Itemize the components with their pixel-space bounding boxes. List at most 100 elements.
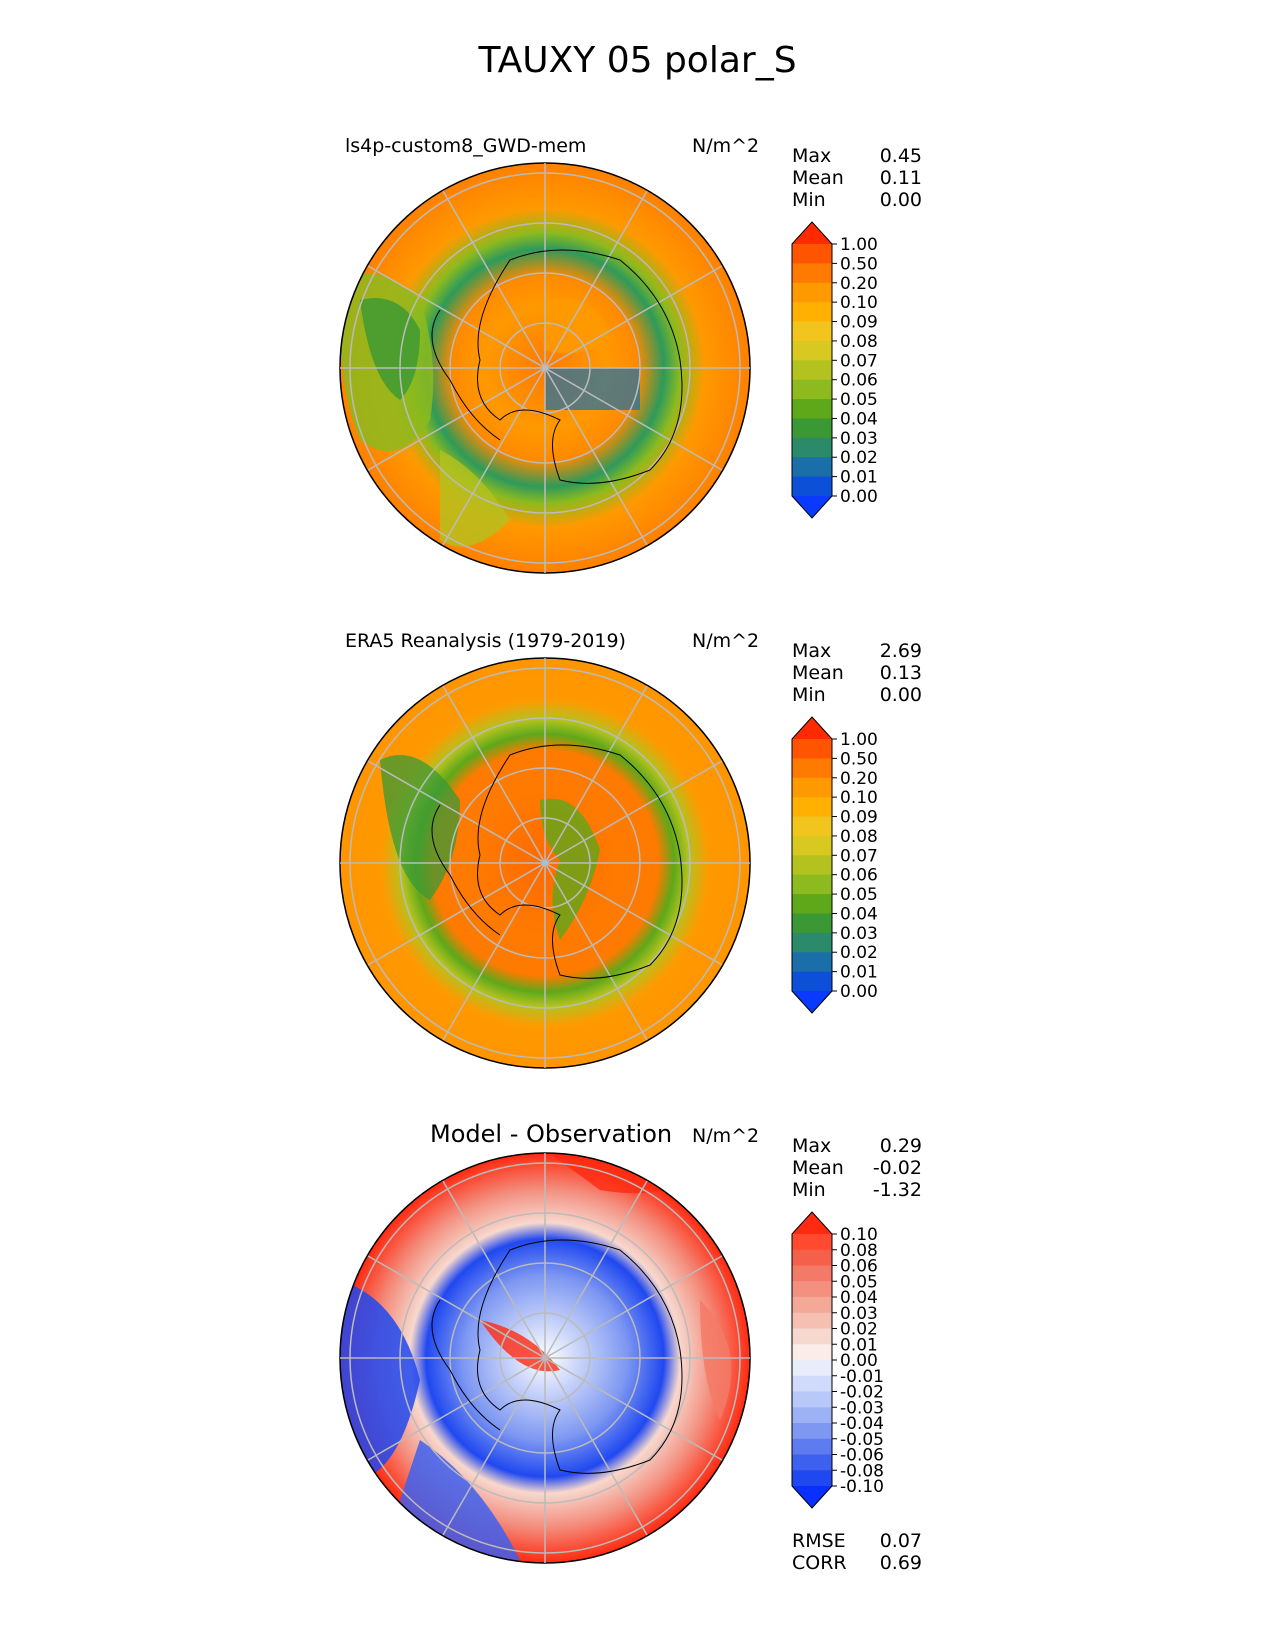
colorbar-segment: [792, 1249, 832, 1266]
colorbar-segment: [792, 1391, 832, 1408]
colorbar-tick-label: 1.00: [840, 730, 878, 750]
colorbar-tick-label: 0.03: [840, 1304, 878, 1324]
colorbar-extend-max: [792, 1212, 832, 1234]
panel-3-stats: Max Mean Min 0.29 -0.02 -1.32: [792, 1135, 922, 1201]
colorbar-tick-label: 0.20: [840, 769, 878, 789]
colorbar-tick-label: 0.05: [840, 1272, 878, 1292]
colorbar-extend-min: [792, 991, 832, 1013]
colorbar-extend-max: [792, 717, 832, 739]
colorbar-tick-label: 0.02: [840, 1320, 878, 1340]
stat-min-label: Min: [792, 684, 826, 706]
colorbar-segment: [792, 476, 832, 497]
colorbar-segment: [792, 1297, 832, 1314]
colorbar-tick-label: 0.50: [840, 254, 878, 274]
colorbar-segment: [792, 399, 832, 419]
colorbar-segment: [792, 932, 832, 953]
colorbar-tick-label: 0.06: [840, 866, 878, 886]
stat-mean-label: Mean: [792, 662, 844, 684]
colorbar-tick-label: 0.05: [840, 390, 878, 410]
colorbar-tick-label: 0.08: [840, 1241, 878, 1261]
colorbar-segment: [792, 1375, 832, 1392]
panel-1-colorbar: 1.000.500.200.100.090.080.070.060.050.04…: [791, 221, 878, 519]
colorbar-tick-label: -0.05: [840, 1430, 884, 1450]
stat-min-label: Min: [792, 1179, 826, 1201]
colorbar-segment: [792, 971, 832, 992]
colorbar-segment: [792, 1328, 832, 1345]
stat-min-label: Min: [792, 189, 826, 211]
colorbar-tick-label: 0.07: [840, 351, 878, 371]
colorbar-tick-label: 0.04: [840, 409, 878, 429]
panel-3-map: [339, 1152, 751, 1564]
stat-mean-label: Mean: [792, 167, 844, 189]
stat-max-value: 2.69: [879, 640, 922, 662]
panel-3-colorbar: 0.100.080.060.050.040.030.020.010.00-0.0…: [791, 1211, 884, 1509]
colorbar-segment: [792, 1281, 832, 1298]
colorbar-tick-label: -0.04: [840, 1414, 884, 1434]
panel-2-colorbar: 1.000.500.200.100.090.080.070.060.050.04…: [791, 716, 878, 1014]
colorbar-segment: [792, 855, 832, 876]
colorbar-tick-label: 0.10: [840, 1225, 878, 1245]
colorbar-tick-label: 0.08: [840, 332, 878, 352]
rmse-value: 0.07: [879, 1530, 922, 1552]
colorbar-segment: [792, 1265, 832, 1282]
rmse-label: RMSE: [792, 1530, 846, 1552]
colorbar-tick-label: 0.03: [840, 924, 878, 944]
colorbar-tick-label: 0.10: [840, 788, 878, 808]
colorbar-segment: [792, 340, 832, 361]
panel-2-units: N/m^2: [692, 630, 760, 652]
colorbar-segment: [792, 244, 832, 264]
colorbar-tick-label: 0.20: [840, 274, 878, 294]
colorbar-tick-label: -0.06: [840, 1446, 884, 1466]
colorbar-segment: [792, 1438, 832, 1455]
stat-max-label: Max: [792, 1135, 832, 1157]
colorbar-tick-label: 0.03: [840, 429, 878, 449]
colorbar-segment: [792, 874, 832, 895]
colorbar-tick-label: 0.04: [840, 1288, 878, 1308]
colorbar-segment: [792, 739, 832, 759]
panel-2-stats: Max Mean Min 2.69 0.13 0.00: [792, 640, 922, 706]
colorbar-segment: [792, 1407, 832, 1424]
colorbar-tick-label: 0.08: [840, 827, 878, 847]
colorbar-segment: [792, 1454, 832, 1471]
colorbar-segment: [792, 816, 832, 837]
panel-1-map: [339, 162, 751, 574]
colorbar-tick-label: 0.06: [840, 1257, 878, 1277]
stat-max-label: Max: [792, 145, 832, 167]
panel-3-metrics: RMSE CORR 0.07 0.69: [792, 1530, 922, 1574]
colorbar-segment: [792, 379, 832, 400]
stat-mean-value: -0.02: [872, 1157, 922, 1179]
colorbar-tick-label: -0.01: [840, 1367, 884, 1387]
colorbar-tick-label: 0.02: [840, 943, 878, 963]
colorbar-extend-min: [792, 1486, 832, 1508]
panel-3-subtitle: Model - Observation: [430, 1120, 673, 1148]
corr-label: CORR: [792, 1552, 847, 1574]
stat-mean-label: Mean: [792, 1157, 844, 1179]
colorbar-segment: [792, 1234, 832, 1251]
figure-title: TAUXY 05 polar_S: [478, 40, 797, 81]
stat-mean-value: 0.11: [879, 167, 922, 189]
colorbar-segment: [792, 282, 832, 303]
panel-1-subtitle: ls4p-custom8_GWD-mem: [345, 135, 587, 157]
corr-value: 0.69: [879, 1552, 922, 1574]
colorbar-segment: [792, 1360, 832, 1377]
colorbar-segment: [792, 302, 832, 323]
panel-2-map: [339, 657, 751, 1069]
stat-min-value: -1.32: [872, 1179, 922, 1201]
colorbar-segment: [792, 437, 832, 458]
colorbar-segment: [792, 952, 832, 973]
colorbar-tick-label: 0.02: [840, 448, 878, 468]
colorbar-segment: [792, 1423, 832, 1440]
colorbar-segment: [792, 1344, 832, 1361]
stat-max-label: Max: [792, 640, 832, 662]
stat-max-value: 0.45: [879, 145, 922, 167]
colorbar-tick-label: 0.09: [840, 808, 878, 828]
colorbar-segment: [792, 1312, 832, 1329]
panel-2-subtitle: ERA5 Reanalysis (1979-2019): [345, 630, 626, 652]
colorbar-segment: [792, 758, 832, 779]
colorbar-tick-label: 0.00: [840, 982, 878, 1002]
colorbar-tick-label: 0.07: [840, 846, 878, 866]
colorbar-tick-label: -0.08: [840, 1461, 884, 1481]
panel-3-units: N/m^2: [692, 1125, 760, 1147]
colorbar-tick-label: 0.10: [840, 293, 878, 313]
